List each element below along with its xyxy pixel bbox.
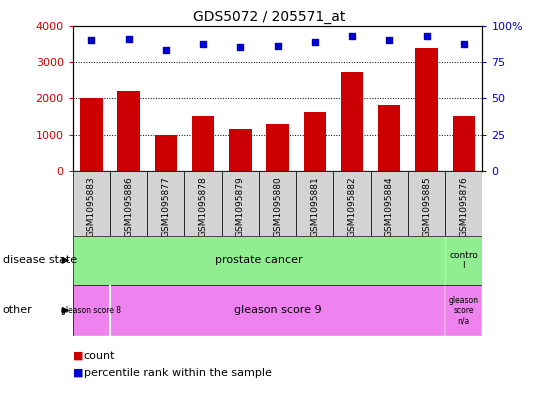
Bar xyxy=(147,171,184,236)
Text: ■: ■ xyxy=(73,351,83,361)
Text: GSM1095884: GSM1095884 xyxy=(385,176,394,237)
Bar xyxy=(378,105,400,171)
Bar xyxy=(416,48,438,171)
Text: prostate cancer: prostate cancer xyxy=(215,255,303,265)
Text: GSM1095877: GSM1095877 xyxy=(161,176,170,237)
Point xyxy=(162,47,170,53)
Point xyxy=(459,40,468,47)
Text: GSM1095883: GSM1095883 xyxy=(87,176,96,237)
Bar xyxy=(110,285,445,336)
Point xyxy=(125,35,133,42)
Text: GSM1095878: GSM1095878 xyxy=(198,176,208,237)
Bar xyxy=(229,129,252,171)
Bar xyxy=(445,171,482,236)
Bar xyxy=(110,171,147,236)
Bar xyxy=(341,72,363,171)
Point xyxy=(348,33,356,39)
Point xyxy=(385,37,393,43)
Bar xyxy=(266,125,289,171)
Bar xyxy=(303,112,326,171)
Text: contro
l: contro l xyxy=(450,251,478,270)
Point xyxy=(236,44,245,50)
Bar xyxy=(118,91,140,171)
Point xyxy=(87,37,96,43)
Bar xyxy=(334,171,371,236)
Text: GSM1095881: GSM1095881 xyxy=(310,176,319,237)
Text: disease state: disease state xyxy=(3,255,77,265)
Text: GSM1095885: GSM1095885 xyxy=(422,176,431,237)
Bar xyxy=(80,98,102,171)
Bar xyxy=(73,171,110,236)
Bar xyxy=(445,285,482,336)
Point xyxy=(273,43,282,49)
Point xyxy=(310,39,319,45)
Text: gleason
score
n/a: gleason score n/a xyxy=(449,296,479,325)
Bar xyxy=(155,134,177,171)
Text: GSM1095886: GSM1095886 xyxy=(124,176,133,237)
Text: GSM1095876: GSM1095876 xyxy=(459,176,468,237)
Text: other: other xyxy=(3,305,32,316)
Text: gleason score 9: gleason score 9 xyxy=(234,305,321,316)
Text: GDS5072 / 205571_at: GDS5072 / 205571_at xyxy=(194,10,345,24)
Bar xyxy=(408,171,445,236)
Point xyxy=(199,40,208,47)
Bar xyxy=(371,171,408,236)
Bar xyxy=(73,285,110,336)
Bar xyxy=(192,116,215,171)
Text: GSM1095882: GSM1095882 xyxy=(348,176,357,237)
Point xyxy=(422,33,431,39)
Bar xyxy=(184,171,222,236)
Bar xyxy=(296,171,334,236)
Text: GSM1095880: GSM1095880 xyxy=(273,176,282,237)
Bar xyxy=(453,116,475,171)
Bar xyxy=(222,171,259,236)
Text: count: count xyxy=(84,351,115,361)
Bar xyxy=(259,171,296,236)
Text: percentile rank within the sample: percentile rank within the sample xyxy=(84,367,272,378)
Text: GSM1095879: GSM1095879 xyxy=(236,176,245,237)
Text: ■: ■ xyxy=(73,367,83,378)
Text: gleason score 8: gleason score 8 xyxy=(61,306,121,315)
Bar xyxy=(445,236,482,285)
